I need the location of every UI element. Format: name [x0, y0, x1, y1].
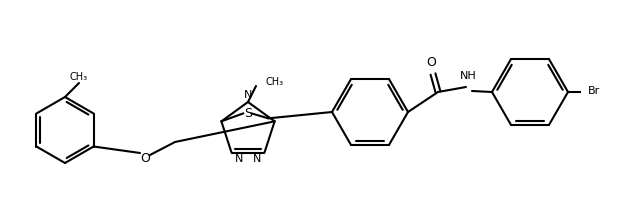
Text: O: O [426, 56, 436, 69]
Text: N: N [253, 154, 261, 164]
Text: N: N [234, 154, 243, 164]
Text: CH₃: CH₃ [266, 77, 284, 87]
Text: NH: NH [460, 71, 477, 81]
Text: CH₃: CH₃ [70, 72, 88, 82]
Text: S: S [244, 107, 252, 120]
Text: Br: Br [588, 86, 600, 96]
Text: N: N [244, 90, 252, 100]
Text: O: O [140, 151, 150, 164]
